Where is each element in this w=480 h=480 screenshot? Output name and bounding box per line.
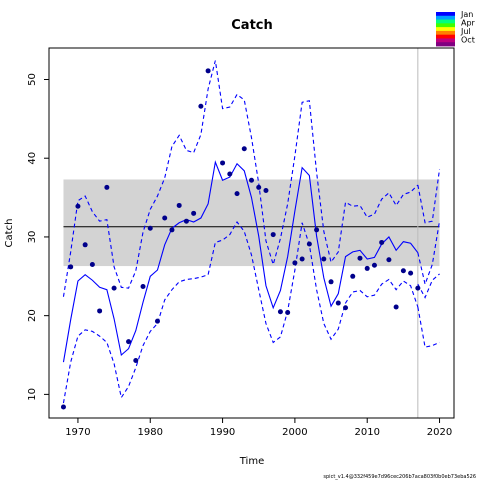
dashed-fit-line-4 bbox=[417, 169, 441, 224]
observation-point bbox=[270, 232, 276, 238]
observation-point bbox=[364, 265, 370, 271]
observation-point bbox=[220, 160, 226, 166]
plot-frame bbox=[48, 47, 455, 419]
y-tick-label: 20 bbox=[27, 309, 38, 322]
y-tick-label: 30 bbox=[27, 231, 38, 244]
observation-point bbox=[82, 242, 88, 248]
legend-color-segment bbox=[436, 42, 455, 47]
observation-point bbox=[328, 279, 334, 285]
x-tick-label: 2010 bbox=[354, 427, 379, 438]
observation-point bbox=[292, 260, 298, 266]
legend-label-oct: Oct bbox=[461, 36, 475, 45]
observation-point bbox=[249, 177, 254, 183]
legend-label-jul: Jul bbox=[460, 27, 471, 36]
legend-color-segment bbox=[436, 15, 455, 20]
x-tick-label: 1990 bbox=[210, 427, 235, 438]
observation-point bbox=[335, 300, 341, 306]
observation-point bbox=[256, 184, 262, 190]
solid-fit-line-1 bbox=[62, 160, 419, 363]
observation-point bbox=[205, 68, 211, 74]
observation-point bbox=[104, 184, 110, 190]
observation-point bbox=[386, 257, 392, 263]
y-tick-label: 10 bbox=[27, 388, 38, 401]
dashed-fit-line-2 bbox=[62, 60, 419, 297]
observation-point bbox=[169, 227, 175, 233]
y-axis: 10 20 30 40 50 bbox=[27, 73, 49, 401]
observation-point bbox=[350, 273, 356, 279]
legend-color-bar bbox=[436, 12, 455, 47]
observation-point bbox=[299, 256, 305, 262]
observation-point bbox=[227, 171, 233, 177]
dashed-fit-line-6 bbox=[417, 306, 440, 348]
observation-point bbox=[241, 146, 247, 152]
observation-point bbox=[321, 256, 327, 262]
legend-color-segment bbox=[436, 23, 455, 28]
observation-point bbox=[393, 304, 399, 310]
observation-point bbox=[191, 210, 197, 216]
observation-point bbox=[147, 225, 153, 231]
legend-color-segment bbox=[436, 27, 455, 32]
observation-point bbox=[176, 202, 182, 208]
observation-point bbox=[140, 284, 146, 290]
observation-point bbox=[306, 241, 312, 247]
observation-point bbox=[263, 187, 269, 193]
observation-point bbox=[198, 103, 204, 109]
x-tick-label: 1970 bbox=[65, 427, 90, 438]
observation-point bbox=[415, 285, 421, 291]
legend-label-apr: Apr bbox=[461, 19, 476, 28]
observation-point bbox=[183, 218, 189, 224]
observation-point bbox=[234, 191, 240, 197]
y-tick-label: 40 bbox=[27, 152, 38, 165]
legend: Jan Apr Jul Oct bbox=[436, 10, 476, 47]
observation-point bbox=[89, 261, 95, 267]
observation-point bbox=[133, 358, 139, 364]
observation-point bbox=[97, 308, 103, 314]
y-axis-label: Catch bbox=[4, 219, 15, 248]
observation-point bbox=[75, 203, 81, 209]
observation-point bbox=[60, 404, 66, 410]
observation-point bbox=[126, 339, 132, 345]
observation-point bbox=[277, 309, 283, 315]
x-axis-label: Time bbox=[239, 456, 264, 467]
legend-color-segment bbox=[436, 19, 455, 24]
observation-point bbox=[162, 215, 168, 221]
x-tick-label: 2000 bbox=[282, 427, 307, 438]
observation-point bbox=[408, 270, 414, 276]
observation-point bbox=[379, 239, 385, 245]
observation-point bbox=[314, 227, 320, 233]
observation-point bbox=[343, 305, 349, 311]
legend-color-segment bbox=[436, 30, 455, 36]
y-tick-label: 50 bbox=[27, 73, 38, 86]
x-axis: 1970 1980 1990 2000 2010 2020 bbox=[65, 418, 452, 438]
legend-color-segment bbox=[436, 34, 455, 39]
observation-point bbox=[111, 285, 117, 291]
x-tick-label: 1980 bbox=[138, 427, 163, 438]
dashed-fit-line-5 bbox=[417, 221, 441, 287]
observation-point bbox=[400, 268, 406, 274]
dashed-fit-line-7 bbox=[417, 273, 440, 299]
observation-point bbox=[371, 262, 377, 268]
legend-label-jan: Jan bbox=[460, 10, 473, 19]
legend-color-segment bbox=[436, 38, 455, 43]
plot-area bbox=[60, 48, 441, 418]
x-tick-label: 2020 bbox=[427, 427, 452, 438]
reference-band bbox=[63, 179, 440, 267]
observation-point bbox=[68, 264, 74, 270]
chart-title: Catch bbox=[231, 18, 273, 33]
legend-color-segment bbox=[436, 12, 455, 17]
observation-point bbox=[154, 318, 160, 324]
dashed-fit-line-3 bbox=[62, 220, 419, 404]
footnote: spict_v1.4@332f459e7d96cec206b7aca803f0b… bbox=[323, 474, 476, 480]
observation-point bbox=[285, 310, 291, 316]
observation-point bbox=[357, 255, 363, 261]
